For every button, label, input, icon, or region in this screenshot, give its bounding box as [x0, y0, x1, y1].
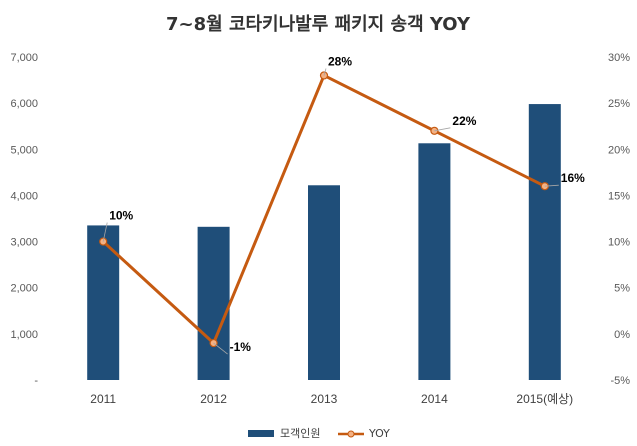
yoy-data-label: 10%: [109, 209, 133, 223]
x-tick-label: 2014: [421, 392, 448, 406]
right-tick-label: 20%: [608, 144, 630, 156]
right-tick-label: 25%: [608, 98, 630, 110]
x-tick-label: 2012: [200, 392, 227, 406]
x-tick-label: 2013: [311, 392, 338, 406]
legend: 모객인원 YOY: [248, 427, 390, 440]
bar: [87, 225, 120, 380]
right-tick-label: 5%: [614, 283, 630, 295]
line-series: 10% -1% 28% 22% 16%: [99, 54, 585, 355]
x-tick-label: 2015(예상): [516, 392, 573, 406]
left-tick-label: -: [34, 375, 38, 387]
leader-line: [213, 342, 228, 355]
left-tick-label: 4,000: [10, 190, 38, 202]
x-axis: 2011 2012 2013 2014 2015(예상): [90, 392, 573, 406]
left-axis: - 1,000 2,000 3,000 4,000 5,000 6,000 7,000: [10, 52, 38, 387]
yoy-data-label: 16%: [561, 171, 585, 185]
right-tick-label: 30%: [608, 52, 630, 64]
left-tick-label: 1,000: [10, 329, 38, 341]
bar: [418, 143, 451, 380]
legend-line-label: YOY: [368, 427, 390, 440]
yoy-data-label: 22%: [452, 114, 476, 128]
bar: [197, 226, 230, 380]
legend-bar-swatch: [248, 430, 274, 437]
bar-series: [87, 104, 561, 381]
bar: [528, 104, 561, 381]
legend-bar-label: 모객인원: [280, 427, 320, 440]
right-axis: -5% 0% 5% 10% 15% 20% 25% 30%: [608, 52, 630, 387]
yoy-data-label: -1%: [230, 340, 252, 354]
chart-title: 7~8월 코타키나발루 패키지 송객 YOY: [166, 14, 471, 35]
leader-line: [102, 222, 108, 242]
left-tick-label: 6,000: [10, 98, 38, 110]
left-tick-label: 5,000: [10, 144, 38, 156]
left-tick-label: 7,000: [10, 52, 38, 64]
left-tick-label: 3,000: [10, 237, 38, 249]
right-tick-label: -5%: [610, 375, 630, 387]
left-tick-label: 2,000: [10, 283, 38, 295]
leader-line: [544, 184, 559, 187]
leader-line: [323, 68, 327, 76]
right-tick-label: 10%: [608, 237, 630, 249]
legend-line-marker: [347, 430, 355, 438]
yoy-data-label: 28%: [328, 54, 352, 68]
right-tick-label: 15%: [608, 190, 630, 202]
right-tick-label: 0%: [614, 329, 630, 341]
leader-line: [434, 127, 451, 132]
bar: [308, 185, 340, 380]
x-tick-label: 2011: [90, 392, 116, 406]
